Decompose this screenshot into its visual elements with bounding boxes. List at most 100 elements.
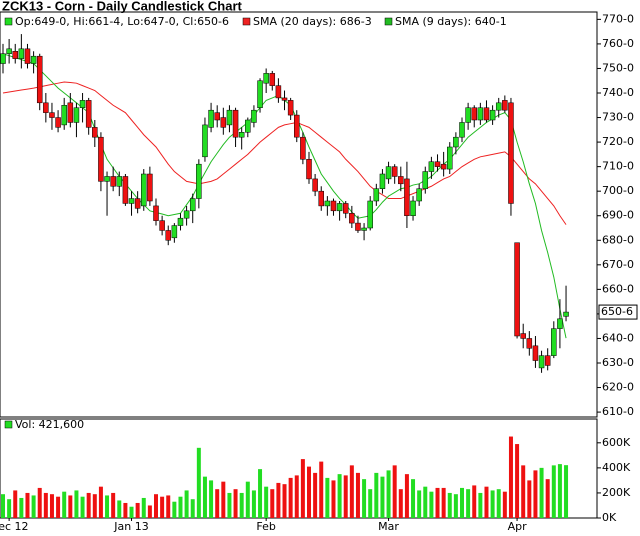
volume-bar <box>435 487 440 518</box>
volume-bar <box>319 461 324 518</box>
volume-bar <box>515 444 520 518</box>
candle-body <box>134 198 141 209</box>
candle-body <box>459 122 465 138</box>
chart-title: ZCK13 - Corn - Daily Candlestick Chart <box>2 0 242 13</box>
candle-body <box>43 102 49 113</box>
volume-bar <box>68 495 73 518</box>
volume-bar <box>19 497 24 518</box>
volume-bar <box>288 477 293 518</box>
volume-bar <box>386 470 391 518</box>
y-tick-label: 640-0 <box>602 331 634 344</box>
legend-swatch <box>384 17 393 26</box>
candle-body <box>471 107 477 121</box>
volume-bar <box>368 489 373 518</box>
legend-ohlc: Op:649-0, Hi:661-4, Lo:647-0, Cl:650-6 <box>15 15 229 28</box>
y-tick-label: 760-0 <box>602 37 634 50</box>
candle-body <box>281 97 288 101</box>
candle-body <box>67 102 74 123</box>
candle-body <box>367 200 373 229</box>
candle-body <box>226 109 233 126</box>
candle-body <box>177 217 184 226</box>
candle-body <box>465 107 471 123</box>
y-tick-label: 700-0 <box>602 184 634 197</box>
candle-body <box>379 173 386 189</box>
volume-bar <box>551 465 556 518</box>
candle-body <box>208 109 214 128</box>
volume-bar <box>239 492 244 518</box>
volume-bar <box>337 474 342 518</box>
candle-body <box>538 355 545 369</box>
candle-body <box>55 117 61 128</box>
volume-bar <box>37 487 42 518</box>
volume-bar <box>160 496 165 518</box>
y-tick-label: 730-0 <box>602 111 634 124</box>
volume-bar <box>196 447 201 518</box>
volume-bar <box>190 499 195 518</box>
legend-swatch <box>4 17 13 26</box>
candle-body <box>287 100 294 116</box>
volume-bar <box>349 465 354 518</box>
y-tick-label: 740-0 <box>602 86 634 99</box>
candle-body <box>220 117 227 128</box>
candle-body <box>404 178 410 216</box>
candle-body <box>214 112 220 121</box>
candle-body <box>428 161 435 172</box>
volume-bar <box>98 486 103 518</box>
last-price-box <box>598 304 638 320</box>
candle-body <box>526 338 533 349</box>
sma-line <box>2 81 567 225</box>
x-tick-label: Apr <box>508 520 528 533</box>
volume-bar <box>533 470 538 518</box>
volume-bar <box>325 477 330 518</box>
candle-body <box>196 163 202 199</box>
candle-body <box>398 176 404 185</box>
x-tick-label: Feb <box>256 520 275 533</box>
candle-body <box>557 318 563 329</box>
candle-body <box>410 200 416 216</box>
candle-body <box>92 127 98 138</box>
candle-body <box>330 200 337 212</box>
volume-bar <box>460 487 464 518</box>
volume-bar <box>31 495 36 518</box>
volume-bar <box>527 480 532 518</box>
candle-body <box>98 136 104 182</box>
volume-bar <box>447 492 452 518</box>
y-tick-label: 0K <box>602 511 617 524</box>
candle-body <box>153 205 159 221</box>
candle-body <box>232 109 239 138</box>
volume-bar <box>62 491 67 518</box>
candle-body <box>171 225 178 239</box>
volume-bar <box>245 481 250 518</box>
y-tick-label: 400K <box>602 461 631 474</box>
volume-bar <box>404 474 409 518</box>
candle-body <box>514 242 520 337</box>
volume-bar <box>221 481 226 518</box>
volume-bar <box>172 501 177 518</box>
candle-body <box>422 171 429 189</box>
y-tick-label: 610-0 <box>602 405 634 418</box>
candle-body <box>495 102 502 111</box>
volume-bar <box>502 491 507 518</box>
volume-bar <box>453 494 458 518</box>
volume-bar <box>135 502 140 518</box>
volume-bar <box>270 489 275 518</box>
volume-bar <box>490 490 495 518</box>
volume-bar <box>258 469 263 518</box>
candle-body <box>12 51 18 59</box>
candle-body <box>269 73 276 86</box>
candle-body <box>116 176 123 187</box>
volume-bar <box>380 476 385 518</box>
candle-body <box>391 166 398 177</box>
candle-body <box>447 146 453 170</box>
volume-bar <box>557 464 562 518</box>
y-tick-label: 750-0 <box>602 61 634 74</box>
y-tick-label: 600K <box>602 436 631 449</box>
volume-bar <box>423 486 428 518</box>
y-tick-label: 200K <box>602 486 631 499</box>
candle-body <box>453 136 459 148</box>
candle-body <box>189 198 196 212</box>
candle-body <box>104 176 110 182</box>
volume-bar <box>1 494 5 518</box>
candle-body <box>275 85 282 99</box>
